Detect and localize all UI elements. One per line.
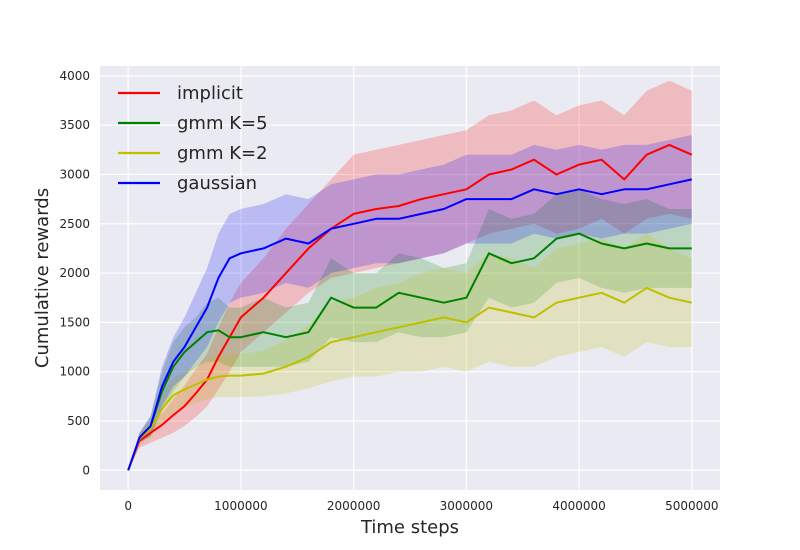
y-tick-label: 1500 bbox=[59, 315, 90, 329]
x-tick-label: 0 bbox=[124, 499, 132, 513]
line-gmm-k-5 bbox=[127, 232, 692, 471]
legend-label: gaussian bbox=[177, 173, 257, 194]
band-gmm-k-2 bbox=[128, 233, 692, 471]
x-tick-label: 5000000 bbox=[665, 499, 718, 513]
x-axis-ticks: 0 1000000 2000000 3000000 4000000 5000000 bbox=[124, 499, 718, 513]
y-tick-label: 3500 bbox=[59, 118, 90, 132]
y-axis-label: Cumulative rewards bbox=[32, 188, 53, 368]
y-tick-label: 4000 bbox=[59, 69, 90, 83]
series-lines bbox=[127, 143, 693, 471]
x-tick-label: 1000000 bbox=[214, 499, 267, 513]
y-tick-label: 0 bbox=[82, 463, 90, 477]
y-tick-label: 3000 bbox=[59, 167, 90, 181]
legend-label: gmm K=2 bbox=[177, 143, 268, 164]
line-implicit bbox=[127, 143, 693, 471]
line-gmm-k-2 bbox=[127, 286, 693, 471]
x-tick-label: 2000000 bbox=[327, 499, 380, 513]
band-gmm-k-5 bbox=[128, 189, 692, 471]
y-axis-ticks: 0 500 1000 1500 2000 2500 3000 3500 4000 bbox=[59, 69, 90, 477]
legend-label: implicit bbox=[177, 83, 243, 104]
y-tick-label: 1000 bbox=[59, 365, 90, 379]
line-gaussian bbox=[127, 178, 693, 471]
grid bbox=[100, 66, 720, 490]
y-tick-label: 2500 bbox=[59, 217, 90, 231]
confidence-bands bbox=[128, 80, 692, 471]
y-tick-label: 2000 bbox=[59, 266, 90, 280]
plot-area bbox=[100, 66, 720, 490]
x-axis-label: Time steps bbox=[360, 517, 459, 538]
y-tick-label: 500 bbox=[67, 414, 90, 428]
legend: implicit gmm K=5 gmm K=2 gaussian bbox=[118, 83, 268, 194]
band-gaussian bbox=[128, 135, 692, 471]
band-implicit bbox=[128, 80, 692, 471]
x-tick-label: 3000000 bbox=[440, 499, 493, 513]
x-tick-label: 4000000 bbox=[552, 499, 605, 513]
legend-label: gmm K=5 bbox=[177, 113, 268, 134]
